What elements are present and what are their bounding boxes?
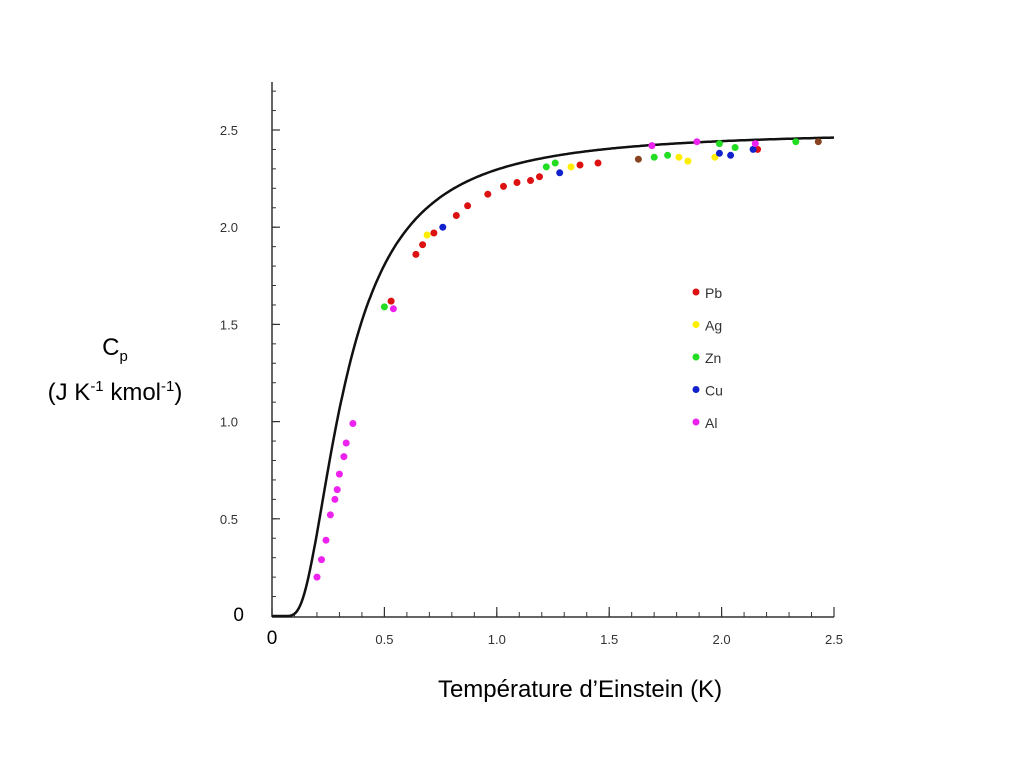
- data-point: [814, 138, 822, 146]
- data-point-pb: [430, 229, 438, 237]
- data-point-al: [333, 486, 341, 494]
- y-axis-symbol: Cp: [102, 334, 128, 365]
- data-point-al: [340, 453, 348, 461]
- data-point-al: [648, 142, 656, 150]
- data-point-al: [322, 536, 330, 544]
- einstein-model-curve: [272, 136, 834, 618]
- data-point-zn: [792, 138, 800, 146]
- data-point-zn: [380, 303, 388, 311]
- legend-marker: [692, 321, 700, 328]
- data-point-al: [335, 470, 343, 478]
- data-point-pb: [594, 159, 602, 167]
- y-tick-label: 2.5: [220, 123, 238, 138]
- data-point-al: [342, 439, 350, 447]
- legend-marker: [692, 288, 700, 296]
- x-tick-label: 2.5: [825, 632, 843, 647]
- data-point-pb: [513, 179, 521, 186]
- data-point-al: [313, 573, 321, 581]
- data-point-cu: [749, 145, 757, 153]
- data-point-pb: [412, 250, 420, 258]
- data-point-cu: [715, 149, 723, 157]
- y-tick-label: 1.5: [220, 317, 238, 332]
- data-point-al: [389, 305, 397, 313]
- data-point-al: [331, 495, 339, 503]
- data-point-al: [326, 511, 334, 519]
- data-point-pb: [500, 182, 507, 190]
- data-point-pb: [576, 161, 584, 169]
- legend-label: Ag: [705, 318, 722, 334]
- legend-marker: [692, 353, 700, 361]
- data-point-pb: [527, 177, 534, 184]
- data-point-pb: [419, 241, 427, 249]
- data-point-al: [349, 420, 357, 427]
- data-point-ag: [567, 163, 575, 171]
- data-point-ag: [684, 157, 692, 165]
- data-point-al: [318, 556, 325, 564]
- x-tick-label: 0.5: [375, 632, 393, 647]
- data-point-al: [693, 138, 701, 146]
- y-tick-label: 2.0: [220, 220, 238, 235]
- data-point-ag: [675, 153, 683, 161]
- data-point-pb: [484, 190, 492, 198]
- x-tick-label: 0: [267, 628, 278, 649]
- data-point-zn: [551, 159, 559, 167]
- data-point-zn: [542, 163, 550, 171]
- data-point-zn: [715, 140, 723, 148]
- data-point-pb: [464, 202, 472, 210]
- x-tick-label: 2.0: [713, 632, 731, 647]
- y-tick-label: 0: [233, 605, 244, 626]
- x-tick-label: 1.5: [600, 632, 618, 647]
- y-axis-label: Cp (J K-1 kmol-1): [20, 333, 210, 408]
- axis-ticks: 0 0.5 1.0 1.5 2.0 2.5 0 0.5 1.0 1.5 2.0 2.5: [220, 90, 843, 649]
- data-point-ag: [423, 231, 431, 239]
- data-point-pb: [452, 212, 460, 219]
- legend-label: Cu: [705, 383, 723, 399]
- legend-marker: [692, 386, 700, 393]
- data-point-zn: [731, 144, 739, 151]
- data-point-cu: [727, 151, 735, 159]
- legend-marker: [692, 418, 700, 426]
- legend-label: Al: [705, 415, 717, 431]
- y-axis-unit: (J K-1 kmol-1): [47, 377, 183, 406]
- y-tick-label: 1.0: [220, 415, 238, 430]
- data-point-pb: [387, 297, 395, 305]
- legend-label: Pb: [705, 285, 722, 301]
- y-tick-label: 0.5: [220, 512, 238, 527]
- data-point-cu: [439, 223, 447, 231]
- legend-label: Zn: [705, 350, 721, 366]
- x-tick-label: 1.0: [488, 632, 506, 647]
- data-point: [634, 155, 642, 163]
- data-point-al: [751, 140, 759, 148]
- data-point-cu: [556, 169, 564, 177]
- data-point-zn: [664, 151, 672, 159]
- data-point-pb: [536, 173, 543, 181]
- axes: [271, 82, 834, 618]
- data-points: [313, 138, 822, 581]
- data-point-zn: [650, 153, 658, 161]
- legend: Pb Ag Zn Cu Al: [692, 285, 723, 431]
- x-axis-label: Température d’Einstein (K): [437, 676, 723, 703]
